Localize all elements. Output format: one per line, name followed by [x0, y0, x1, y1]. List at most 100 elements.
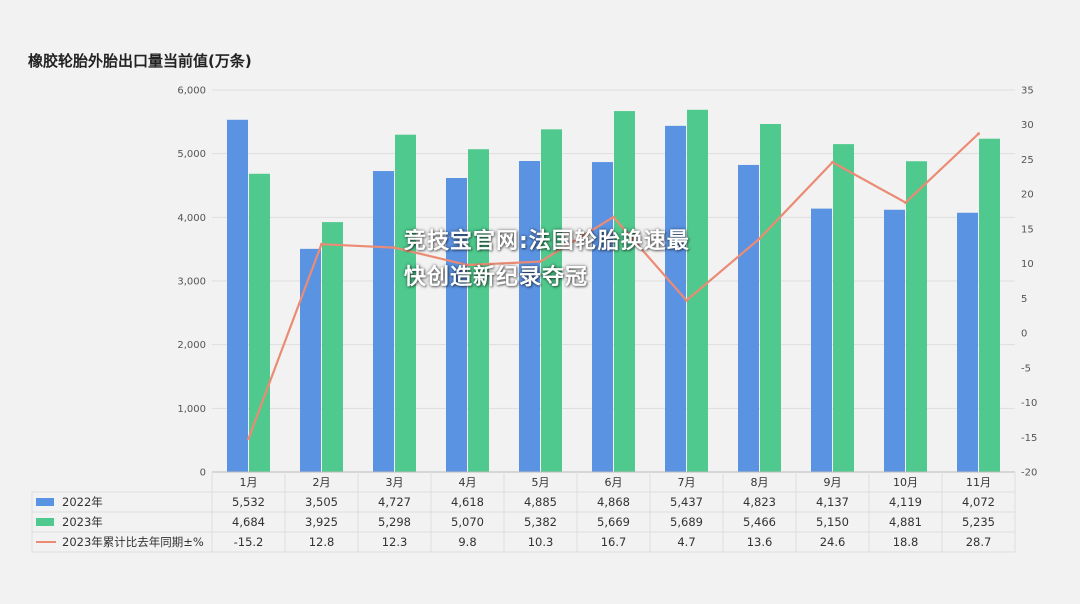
table-cell-value: 28.7	[966, 535, 992, 549]
table-cell-value: -15.2	[234, 535, 264, 549]
table-cell-value: 4,618	[451, 495, 484, 509]
bar-2023	[614, 111, 635, 472]
y2-axis-tick-label: 0	[1021, 329, 1027, 340]
table-cell-value: 24.6	[820, 535, 846, 549]
bar-2023	[322, 222, 343, 472]
x-axis-tick-label: 10月	[893, 476, 918, 489]
bar-2022	[519, 160, 540, 472]
table-cell-value: 4,137	[816, 495, 849, 509]
y-axis-tick-label: 5,000	[177, 149, 206, 160]
yoy-point	[685, 298, 688, 302]
table-cell-value: 3,505	[305, 495, 338, 509]
y-axis-tick-label: 0	[200, 468, 206, 479]
x-axis-tick-label: 4月	[459, 476, 477, 489]
yoy-point	[612, 215, 615, 219]
table-cell-value: 4,881	[889, 515, 922, 529]
table-cell-value: 4.7	[677, 535, 695, 549]
table-cell-value: 4,684	[232, 515, 265, 529]
table-cell-value: 5,150	[816, 515, 849, 529]
x-axis-tick-label: 1月	[240, 476, 258, 489]
y2-axis-tick-label: 20	[1021, 190, 1034, 201]
table-cell-value: 10.3	[528, 535, 554, 549]
yoy-point	[831, 160, 834, 164]
x-axis-tick-label: 9月	[824, 476, 842, 489]
x-axis-tick-label: 7月	[678, 476, 696, 489]
bar-2022	[373, 171, 394, 472]
bar-2023	[906, 161, 927, 473]
yoy-point	[904, 201, 907, 205]
y2-axis-tick-label: -15	[1021, 433, 1037, 444]
table-cell-value: 3,925	[305, 515, 338, 529]
y2-axis-tick-label: -5	[1021, 363, 1031, 374]
bar-2022	[592, 162, 613, 472]
y2-axis-tick-label: -10	[1021, 398, 1037, 409]
yoy-point	[977, 132, 980, 136]
table-cell-value: 5,532	[232, 495, 265, 509]
table-cell-value: 5,298	[378, 515, 411, 529]
yoy-point	[247, 437, 250, 441]
table-cell-value: 5,437	[670, 495, 703, 509]
chart-title: 橡胶轮胎外胎出口量当前值(万条)	[28, 52, 252, 70]
table-cell-value: 18.8	[893, 535, 919, 549]
yoy-point	[466, 263, 469, 267]
table-cell-value: 16.7	[601, 535, 627, 549]
bar-2022	[665, 125, 686, 472]
table-cell-value: 4,885	[524, 495, 557, 509]
y2-axis-tick-label: -20	[1021, 468, 1037, 479]
y2-axis-tick-label: 10	[1021, 259, 1034, 270]
yoy-point	[320, 242, 323, 246]
legend-label: 2023年	[62, 515, 103, 529]
table-cell-value: 12.8	[309, 535, 335, 549]
table-cell-value: 12.3	[382, 535, 408, 549]
y2-axis-tick-label: 30	[1021, 120, 1034, 131]
table-cell-value: 5,689	[670, 515, 703, 529]
x-axis-tick-label: 2月	[313, 476, 331, 489]
bar-2022	[300, 248, 321, 472]
table-cell-value: 5,669	[597, 515, 630, 529]
y-axis-tick-label: 3,000	[177, 277, 206, 288]
y-axis-tick-label: 6,000	[177, 86, 206, 97]
watermark-overlay: 竞技宝官网:法国轮胎换速最快创造新纪录夺冠	[404, 229, 690, 290]
y-axis-tick-label: 4,000	[177, 213, 206, 224]
legend-label: 2023年累计比去年同期±%	[62, 535, 204, 549]
y2-axis-tick-label: 35	[1021, 86, 1034, 97]
table-cell-value: 4,868	[597, 495, 630, 509]
table-cell-value: 4,823	[743, 495, 776, 509]
table-cell-value: 9.8	[458, 535, 476, 549]
bar-2023	[468, 149, 489, 472]
y-axis-tick-label: 2,000	[177, 340, 206, 351]
bar-2023	[760, 123, 781, 473]
x-axis-tick-label: 8月	[751, 476, 769, 489]
bar-2022	[957, 212, 978, 472]
y2-axis-tick-label: 5	[1021, 294, 1027, 305]
yoy-point	[539, 260, 542, 264]
bar-2023	[979, 138, 1000, 472]
bar-2022	[884, 209, 905, 472]
table-cell-value: 5,382	[524, 515, 557, 529]
table-cell-value: 5,466	[743, 515, 776, 529]
x-axis-tick-label: 11月	[966, 476, 991, 489]
x-axis-tick-label: 3月	[386, 476, 404, 489]
table-cell-value: 4,119	[889, 495, 922, 509]
x-axis-tick-label: 5月	[532, 476, 550, 489]
y2-axis-tick-label: 15	[1021, 224, 1034, 235]
y-axis-tick-label: 1,000	[177, 404, 206, 415]
x-axis-tick-label: 6月	[605, 476, 623, 489]
bar-2022	[811, 208, 832, 472]
bar-2022	[227, 119, 248, 473]
bar-2023	[541, 129, 562, 472]
table-cell-value: 13.6	[747, 535, 773, 549]
bar-2023	[833, 144, 854, 472]
y2-axis-tick-label: 25	[1021, 155, 1034, 166]
yoy-point	[393, 246, 396, 250]
legend-swatch	[36, 518, 54, 526]
bar-2022	[446, 177, 467, 472]
table-cell-value: 4,727	[378, 495, 411, 509]
table-cell-value: 5,070	[451, 515, 484, 529]
table-cell-value: 5,235	[962, 515, 995, 529]
yoy-point	[758, 237, 761, 241]
legend-swatch	[36, 498, 54, 506]
legend-label: 2022年	[62, 495, 103, 509]
bar-2023	[395, 134, 416, 472]
table-cell-value: 4,072	[962, 495, 995, 509]
